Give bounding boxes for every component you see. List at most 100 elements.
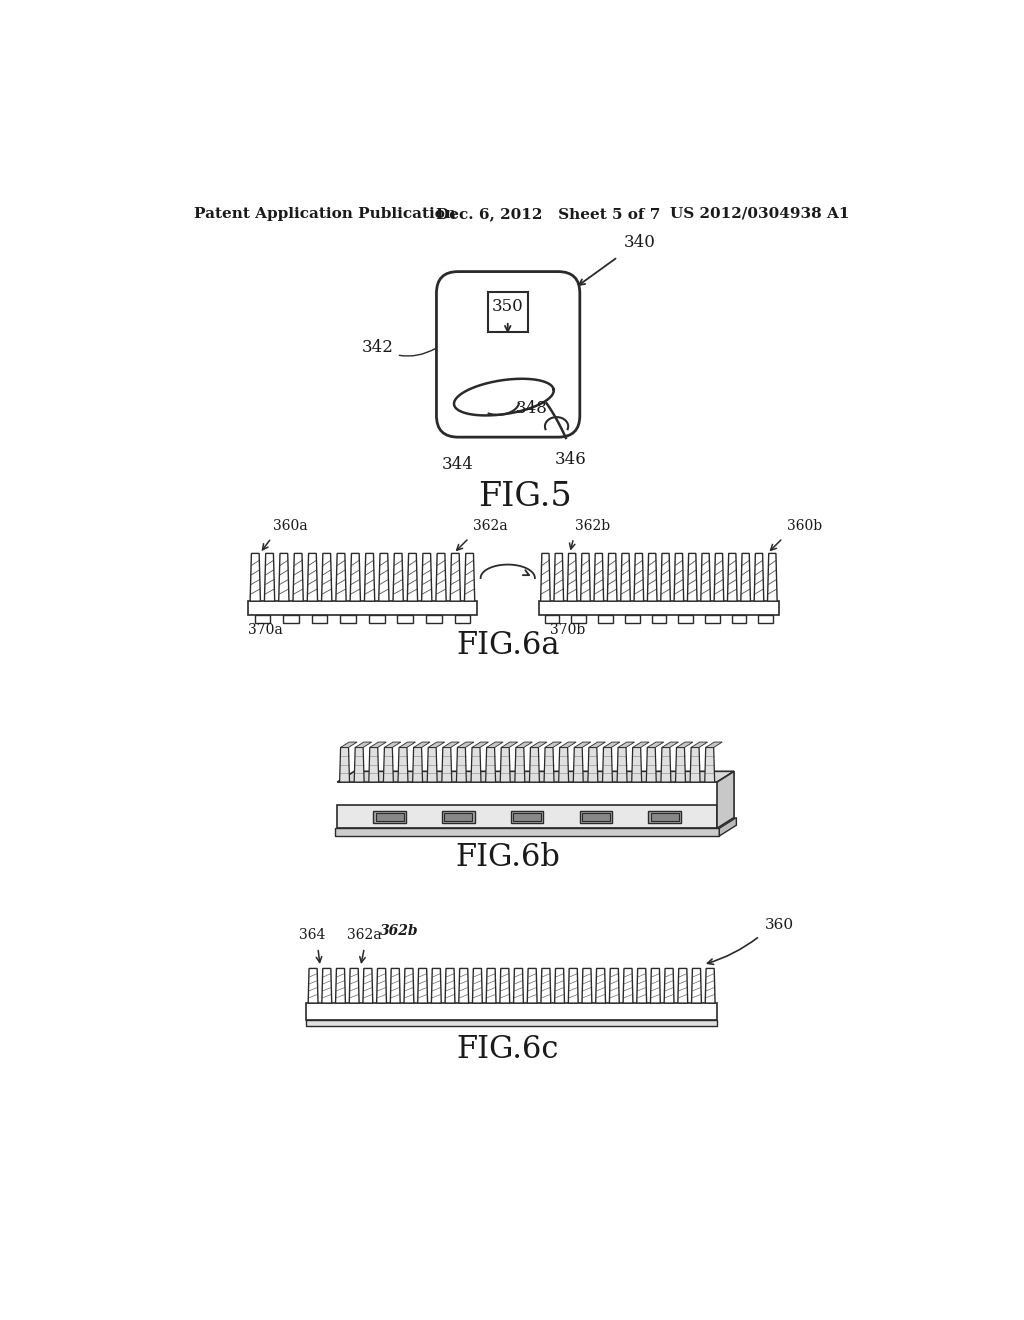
Text: 350: 350 (492, 298, 523, 315)
Polygon shape (634, 553, 644, 601)
Bar (444, 813, 472, 821)
Polygon shape (336, 553, 346, 601)
Polygon shape (754, 553, 764, 601)
Text: 360: 360 (765, 919, 795, 932)
Polygon shape (279, 553, 289, 601)
Polygon shape (427, 747, 437, 781)
Polygon shape (500, 969, 510, 1003)
Bar (650, 813, 679, 821)
Bar (487, 293, 528, 333)
Polygon shape (594, 553, 603, 601)
Bar (580, 810, 612, 822)
Polygon shape (581, 553, 590, 601)
Polygon shape (369, 747, 379, 781)
Text: 348: 348 (515, 400, 548, 417)
Polygon shape (442, 742, 460, 747)
Text: 360a: 360a (273, 519, 307, 533)
Polygon shape (637, 969, 646, 1003)
Polygon shape (687, 553, 697, 601)
Bar (374, 810, 406, 822)
Bar (340, 615, 356, 623)
Polygon shape (337, 771, 734, 781)
Polygon shape (602, 747, 612, 781)
Polygon shape (336, 969, 345, 1003)
Polygon shape (471, 747, 481, 781)
Text: FIG.6c: FIG.6c (457, 1034, 559, 1065)
Text: Patent Application Publication: Patent Application Publication (194, 207, 456, 220)
Polygon shape (370, 742, 386, 747)
Bar (625, 615, 640, 623)
Polygon shape (422, 553, 432, 601)
Bar (571, 615, 586, 623)
Bar (283, 615, 299, 623)
Polygon shape (377, 969, 386, 1003)
Polygon shape (250, 553, 260, 601)
Bar (511, 810, 544, 822)
Polygon shape (691, 742, 708, 747)
Polygon shape (472, 969, 482, 1003)
Polygon shape (501, 747, 510, 781)
Polygon shape (340, 747, 349, 781)
Text: Dec. 6, 2012   Sheet 5 of 7: Dec. 6, 2012 Sheet 5 of 7 (436, 207, 660, 220)
Text: FIG.5: FIG.5 (478, 482, 571, 513)
Bar (369, 615, 385, 623)
Polygon shape (568, 969, 579, 1003)
Polygon shape (365, 553, 375, 601)
Bar (731, 615, 746, 623)
Bar (759, 615, 773, 623)
Polygon shape (623, 969, 633, 1003)
Polygon shape (541, 553, 550, 601)
Polygon shape (514, 969, 523, 1003)
Polygon shape (354, 747, 365, 781)
Polygon shape (603, 742, 620, 747)
Polygon shape (379, 553, 389, 601)
Polygon shape (413, 747, 423, 781)
Polygon shape (700, 553, 711, 601)
Polygon shape (740, 553, 751, 601)
Polygon shape (404, 969, 414, 1003)
Polygon shape (621, 553, 631, 601)
Polygon shape (647, 553, 657, 601)
Polygon shape (451, 553, 461, 601)
Polygon shape (414, 742, 430, 747)
Polygon shape (445, 969, 455, 1003)
Bar (539, 601, 779, 615)
Polygon shape (650, 969, 660, 1003)
Polygon shape (307, 553, 317, 601)
Text: 362a: 362a (473, 519, 508, 533)
Bar (651, 615, 667, 623)
Polygon shape (322, 969, 332, 1003)
Text: 344: 344 (441, 457, 473, 474)
Polygon shape (691, 969, 701, 1003)
Bar (337, 805, 717, 829)
Polygon shape (574, 742, 591, 747)
Text: US 2012/0304938 A1: US 2012/0304938 A1 (671, 207, 850, 220)
Polygon shape (768, 553, 777, 601)
Polygon shape (527, 969, 538, 1003)
Polygon shape (588, 747, 598, 781)
Polygon shape (516, 742, 532, 747)
Polygon shape (633, 742, 649, 747)
Text: 360b: 360b (786, 519, 822, 533)
Polygon shape (555, 969, 564, 1003)
Polygon shape (486, 742, 503, 747)
Polygon shape (674, 553, 684, 601)
Polygon shape (609, 969, 620, 1003)
Polygon shape (472, 742, 488, 747)
Bar (335, 829, 719, 836)
Polygon shape (264, 553, 274, 601)
Polygon shape (436, 553, 446, 601)
Polygon shape (418, 969, 428, 1003)
Polygon shape (408, 553, 418, 601)
Polygon shape (458, 742, 474, 747)
Text: 370a: 370a (248, 623, 283, 638)
Text: 370b: 370b (550, 623, 586, 638)
Polygon shape (596, 969, 605, 1003)
Bar (455, 615, 470, 623)
Bar (426, 615, 441, 623)
Polygon shape (431, 969, 441, 1003)
Bar (442, 810, 475, 822)
Polygon shape (308, 969, 318, 1003)
Polygon shape (705, 747, 715, 781)
Polygon shape (559, 747, 568, 781)
